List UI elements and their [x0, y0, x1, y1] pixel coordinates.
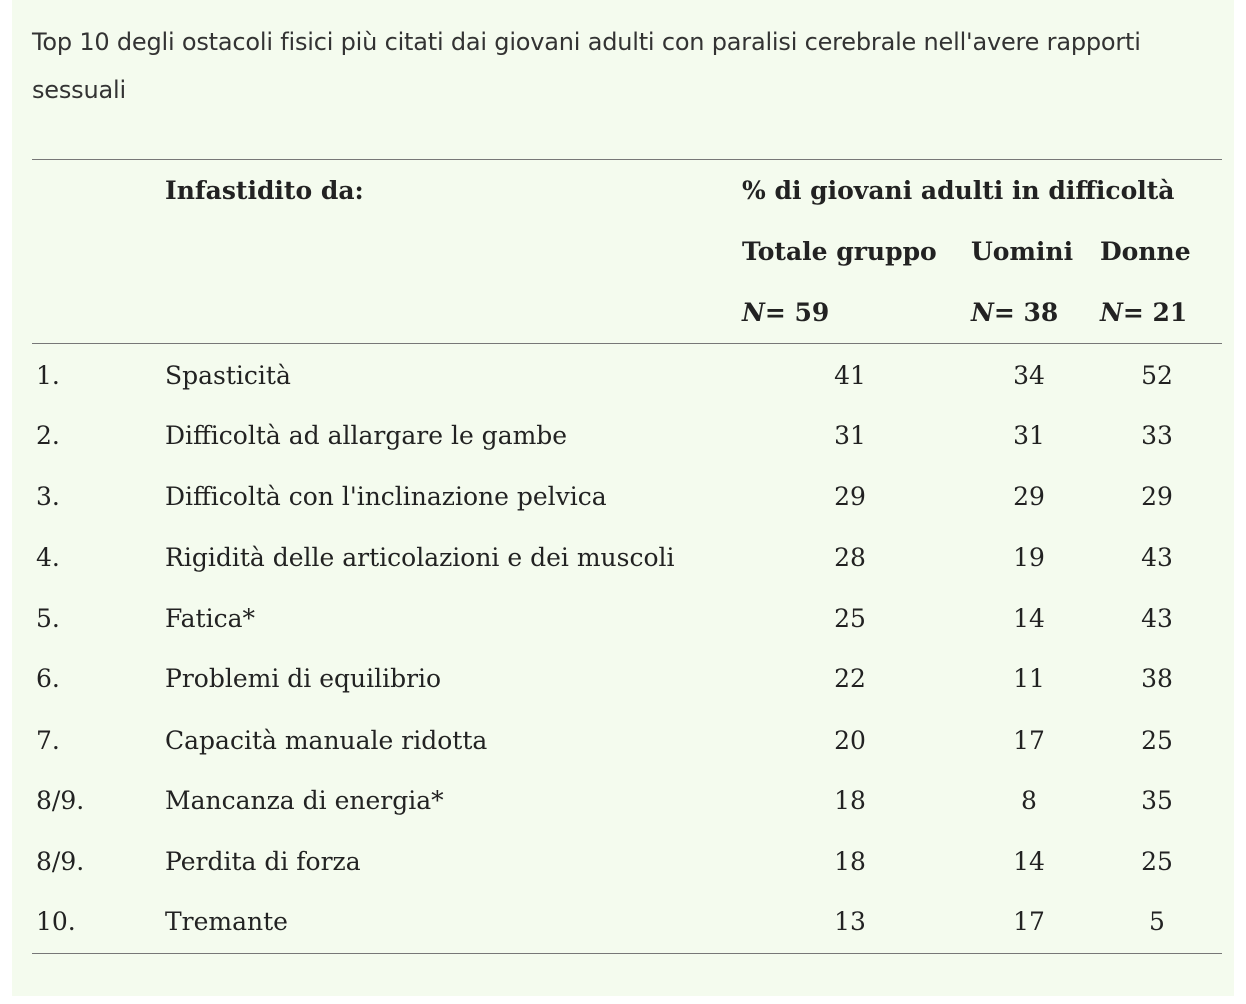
row-label: Spasticità: [165, 361, 291, 390]
row-label: Perdita di forza: [165, 847, 361, 876]
row-total-value: 13: [834, 907, 866, 936]
row-men-value: 14: [1013, 604, 1045, 633]
row-rank: 10.: [36, 907, 76, 936]
row-total-value: 29: [834, 482, 866, 511]
row-total-value: 28: [834, 543, 866, 572]
row-label: Problemi di equilibrio: [165, 664, 442, 693]
row-men-value: 17: [1013, 726, 1045, 755]
row-label: Mancanza di energia*: [165, 786, 444, 815]
row-total-value: 41: [834, 361, 866, 390]
row-men-value: 8: [1021, 786, 1037, 815]
row-men-value: 19: [1013, 543, 1045, 572]
row-women-value: 25: [1141, 847, 1173, 876]
bothered-by-header: Infastidito da:: [165, 176, 364, 205]
row-rank: 8/9.: [36, 786, 85, 815]
row-label: Rigidità delle articolazioni e dei musco…: [165, 543, 675, 572]
row-women-value: 35: [1141, 786, 1173, 815]
row-rank: 6.: [36, 664, 60, 693]
column-header-women: Donne: [1100, 237, 1191, 266]
row-women-value: 52: [1141, 361, 1173, 390]
row-rank: 2.: [36, 421, 60, 450]
row-men-value: 29: [1013, 482, 1045, 511]
row-men-value: 14: [1013, 847, 1045, 876]
table-caption: Top 10 degli ostacoli fisici più citati …: [32, 28, 1141, 104]
row-label: Capacità manuale ridotta: [165, 726, 488, 755]
row-rank: 7.: [36, 726, 60, 755]
row-men-value: 34: [1013, 361, 1045, 390]
row-women-value: 29: [1141, 482, 1173, 511]
n-count-women: N= 21: [1100, 298, 1188, 327]
column-header-total: Totale gruppo: [742, 237, 937, 266]
row-total-value: 20: [834, 726, 866, 755]
row-label: Tremante: [165, 907, 288, 936]
row-label: Difficoltà ad allargare le gambe: [165, 421, 568, 450]
n-count-total: N= 59: [742, 298, 830, 327]
row-total-value: 22: [834, 664, 866, 693]
row-label: Difficoltà con l'inclinazione pelvica: [165, 482, 607, 511]
row-rank: 4.: [36, 543, 60, 572]
header-bottom-rule: [32, 343, 1222, 344]
row-women-value: 33: [1141, 421, 1173, 450]
row-total-value: 18: [834, 786, 866, 815]
row-rank: 5.: [36, 604, 60, 633]
content-panel: [12, 0, 1234, 996]
row-rank: 3.: [36, 482, 60, 511]
row-rank: 1.: [36, 361, 60, 390]
row-men-value: 31: [1013, 421, 1045, 450]
n-count-men: N= 38: [971, 298, 1059, 327]
row-women-value: 38: [1141, 664, 1173, 693]
row-total-value: 31: [834, 421, 866, 450]
row-total-value: 25: [834, 604, 866, 633]
table-top-rule: [32, 159, 1222, 160]
row-men-value: 17: [1013, 907, 1045, 936]
percent-header: % di giovani adulti in difficoltà: [742, 176, 1175, 205]
column-header-men: Uomini: [971, 237, 1074, 266]
table-bottom-rule: [32, 953, 1222, 954]
row-women-value: 5: [1149, 907, 1165, 936]
row-rank: 8/9.: [36, 847, 85, 876]
row-label: Fatica*: [165, 604, 256, 633]
row-total-value: 18: [834, 847, 866, 876]
row-women-value: 25: [1141, 726, 1173, 755]
row-men-value: 11: [1013, 664, 1045, 693]
row-women-value: 43: [1141, 604, 1173, 633]
row-women-value: 43: [1141, 543, 1173, 572]
